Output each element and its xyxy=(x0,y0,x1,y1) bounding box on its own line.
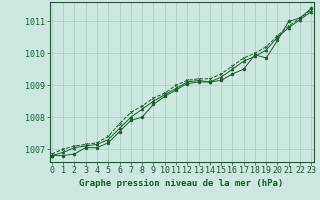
X-axis label: Graphe pression niveau de la mer (hPa): Graphe pression niveau de la mer (hPa) xyxy=(79,179,284,188)
